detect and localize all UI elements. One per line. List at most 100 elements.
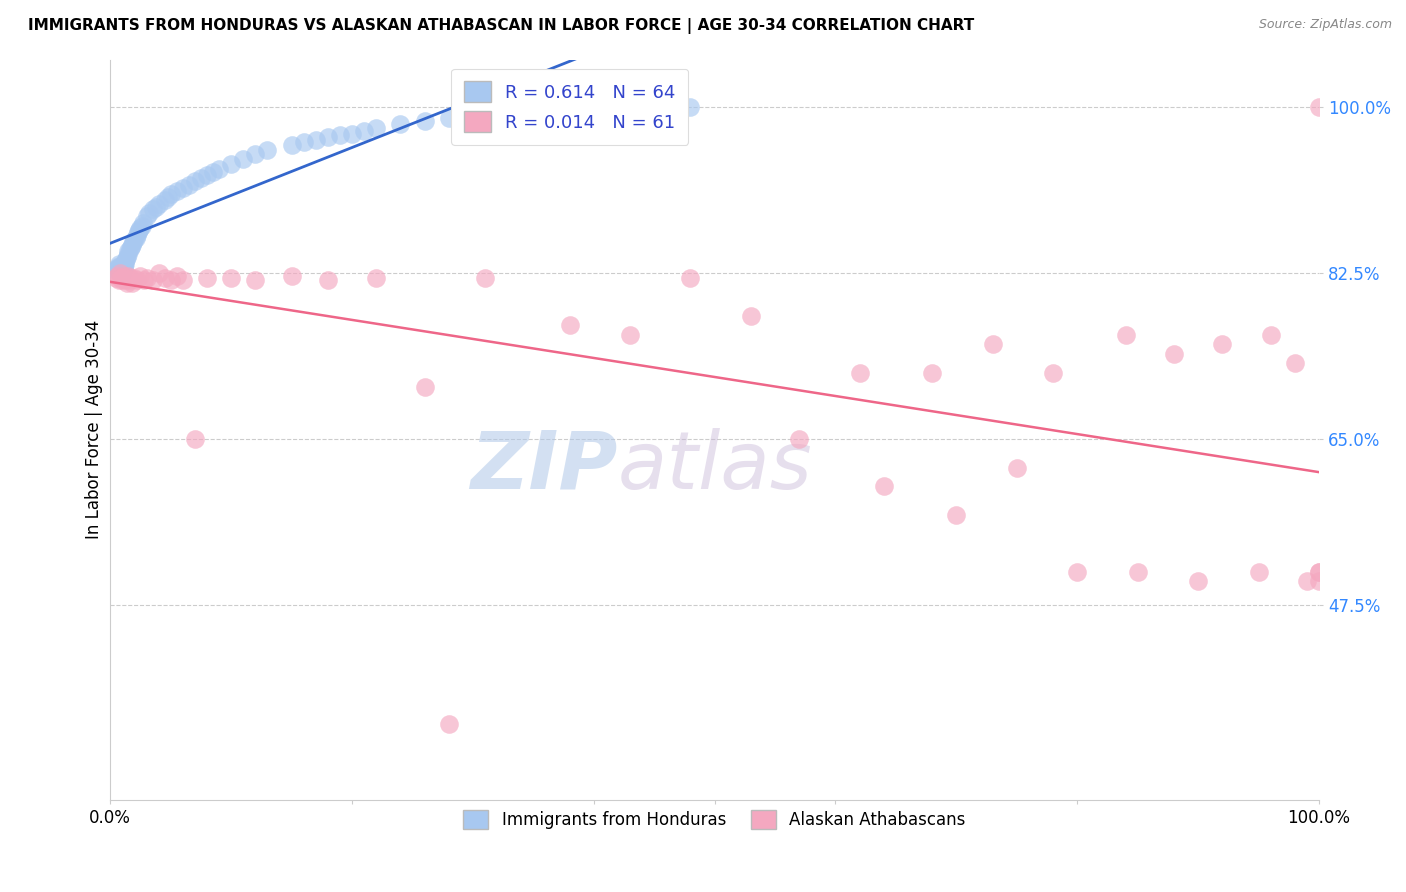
Point: [256, 143, 278, 157]
Point: [110, 270, 132, 285]
Point: [1260, 327, 1282, 342]
Point: [120, 270, 142, 285]
Point: [1308, 565, 1330, 579]
Point: [1211, 337, 1233, 351]
Point: [159, 273, 181, 287]
Point: [461, 110, 484, 124]
Point: [172, 180, 194, 194]
Point: [873, 479, 896, 493]
Point: [340, 127, 363, 141]
Point: [1163, 346, 1185, 360]
Point: [316, 130, 339, 145]
Point: [1126, 565, 1149, 579]
Point: [787, 432, 810, 446]
Point: [195, 270, 218, 285]
Point: [184, 174, 207, 188]
Point: [107, 260, 129, 274]
Point: [129, 268, 152, 283]
Point: [135, 209, 157, 223]
Point: [148, 196, 170, 211]
Point: [107, 261, 129, 276]
Point: [474, 270, 496, 285]
Point: [245, 147, 267, 161]
Point: [1308, 565, 1330, 579]
Text: IMMIGRANTS FROM HONDURAS VS ALASKAN ATHABASCAN IN LABOR FORCE | AGE 30-34 CORREL: IMMIGRANTS FROM HONDURAS VS ALASKAN ATHA…: [28, 18, 974, 34]
Point: [413, 114, 436, 128]
Point: [153, 193, 176, 207]
Legend: Immigrants from Honduras, Alaskan Athabascans: Immigrants from Honduras, Alaskan Athaba…: [457, 803, 973, 836]
Point: [132, 273, 155, 287]
Text: ZIP: ZIP: [471, 427, 617, 506]
Point: [329, 128, 352, 143]
Point: [111, 266, 134, 280]
Point: [108, 263, 131, 277]
Point: [117, 244, 139, 259]
Point: [159, 187, 181, 202]
Point: [114, 270, 136, 285]
Point: [138, 206, 160, 220]
Point: [117, 247, 139, 261]
Point: [292, 135, 315, 149]
Point: [145, 200, 167, 214]
Point: [135, 270, 157, 285]
Point: [125, 273, 148, 287]
Point: [1284, 356, 1306, 370]
Point: [619, 327, 641, 342]
Point: [280, 138, 302, 153]
Point: [1066, 565, 1088, 579]
Point: [280, 268, 302, 283]
Point: [1296, 574, 1319, 589]
Point: [111, 263, 134, 277]
Point: [316, 273, 339, 287]
Point: [110, 261, 132, 276]
Point: [353, 124, 375, 138]
Point: [474, 107, 496, 121]
Point: [121, 237, 143, 252]
Point: [437, 112, 460, 126]
Point: [190, 171, 212, 186]
Point: [981, 337, 1004, 351]
Point: [389, 117, 412, 131]
Point: [120, 240, 142, 254]
Point: [679, 270, 702, 285]
Point: [112, 260, 135, 274]
Point: [132, 216, 155, 230]
Point: [201, 164, 224, 178]
Point: [124, 270, 146, 285]
Point: [131, 219, 153, 233]
Point: [127, 225, 149, 239]
Point: [114, 253, 136, 268]
Point: [1005, 460, 1028, 475]
Text: Source: ZipAtlas.com: Source: ZipAtlas.com: [1258, 18, 1392, 31]
Point: [115, 273, 138, 287]
Point: [1187, 574, 1209, 589]
Point: [1247, 565, 1270, 579]
Point: [219, 157, 242, 171]
Point: [208, 161, 231, 176]
Point: [166, 268, 188, 283]
Point: [112, 261, 135, 276]
Point: [172, 273, 194, 287]
Point: [141, 202, 163, 217]
Point: [921, 366, 943, 380]
Point: [195, 169, 218, 183]
Point: [558, 318, 581, 333]
Point: [679, 100, 702, 114]
Point: [1042, 366, 1064, 380]
Point: [366, 270, 388, 285]
Point: [129, 221, 152, 235]
Point: [118, 243, 141, 257]
Point: [177, 178, 200, 192]
Point: [232, 152, 254, 166]
Point: [110, 260, 132, 274]
Point: [148, 266, 170, 280]
Point: [1308, 574, 1330, 589]
Point: [141, 273, 163, 287]
Point: [114, 256, 136, 270]
Point: [121, 276, 143, 290]
Point: [107, 268, 129, 283]
Point: [184, 432, 207, 446]
Point: [245, 273, 267, 287]
Point: [107, 256, 129, 270]
Point: [1115, 327, 1137, 342]
